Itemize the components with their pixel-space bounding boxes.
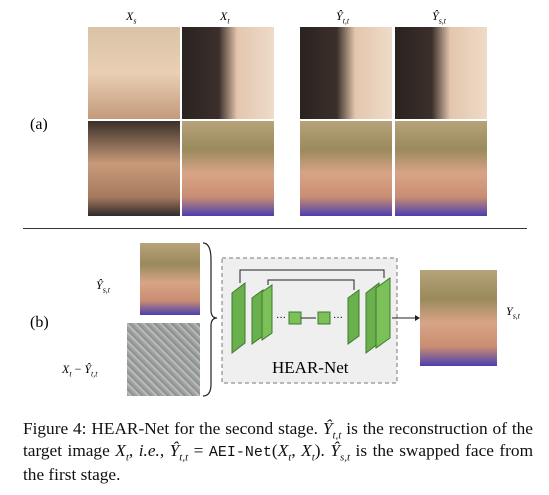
text-run: , [291, 441, 302, 460]
face-image [300, 121, 392, 216]
text-run: X [301, 441, 312, 460]
face-image [395, 27, 487, 119]
text-run: , [128, 441, 139, 460]
text-run: , [159, 441, 170, 460]
layer-block [347, 289, 360, 345]
text-run: t,t [332, 429, 342, 442]
layer-block [261, 284, 273, 341]
network-label: HEAR-Net [272, 358, 349, 377]
text-run: Y [506, 304, 513, 318]
separator [23, 228, 527, 229]
skip-connection [267, 279, 355, 290]
face-image [300, 27, 392, 119]
text-run: t [69, 369, 72, 379]
text-run: AEI-Net [208, 444, 272, 461]
face-image [88, 27, 180, 119]
text-run: − [74, 362, 82, 376]
face-image [140, 243, 200, 315]
text-run: X [115, 441, 126, 460]
text-run: Ŷ [336, 9, 343, 23]
text-run: X [220, 9, 228, 23]
text-run: X [126, 9, 134, 23]
text-run: = [188, 441, 209, 460]
text-run: t [227, 16, 230, 26]
face-image [395, 121, 487, 216]
caption: Figure 4: HEAR-Net for the second stage.… [23, 418, 533, 486]
text-run: t [125, 451, 129, 464]
face-image [182, 27, 274, 119]
layer-block [251, 289, 264, 345]
input-label: Xt − Ŷt,t [62, 362, 98, 378]
face-image [182, 121, 274, 216]
text-run: ( [271, 441, 278, 460]
text-run: t,t [342, 16, 350, 26]
text-run: Ŷ [322, 419, 333, 438]
text-run: ). [314, 441, 331, 460]
text-run: is the reconstruction of the target imag… [23, 419, 533, 460]
text-run: X [62, 362, 70, 376]
text-run: Figure 4: HEAR-Net for the second stage. [23, 419, 323, 438]
face-image [420, 270, 497, 366]
ellipsis: ··· [333, 313, 343, 324]
text-run: is the swapped face from the first stage… [23, 441, 534, 484]
skip-connection [239, 269, 385, 283]
text-run: Ŷ [96, 278, 103, 292]
layer-block [231, 281, 246, 355]
text-run: s,t [512, 311, 521, 321]
column-label: Xs [126, 9, 136, 25]
column-label: Xt [220, 9, 230, 25]
text-run: t [288, 451, 292, 464]
text-run: Ŷ [432, 9, 439, 23]
face-image [88, 121, 180, 216]
text-run: Ŷ [84, 362, 92, 376]
layer-block [375, 277, 391, 349]
part-label: (a) [30, 116, 48, 133]
layer-block [317, 311, 331, 325]
text-run: Ŷ [330, 441, 340, 460]
text-run: t,t [179, 451, 189, 464]
text-run: i.e. [138, 441, 160, 460]
output-label: Ys,t [506, 304, 520, 320]
text-run: s,t [102, 285, 111, 295]
text-run: X [277, 441, 289, 460]
arrowhead [415, 315, 420, 321]
residual-image [127, 323, 200, 396]
brace [202, 242, 218, 397]
text-run: Ŷ [169, 441, 180, 460]
part-label: (b) [30, 314, 49, 331]
text-run: t,t [91, 369, 98, 379]
column-label: Ŷs,t [432, 9, 446, 25]
layer-block [288, 311, 302, 325]
input-label: Ŷs,t [96, 278, 110, 294]
text-run: s,t [438, 16, 447, 26]
text-run: t [311, 451, 315, 464]
text-run: s,t [339, 451, 351, 464]
ellipsis: ··· [276, 313, 286, 324]
text-run: s [133, 16, 137, 26]
column-label: Ŷt,t [336, 9, 349, 25]
